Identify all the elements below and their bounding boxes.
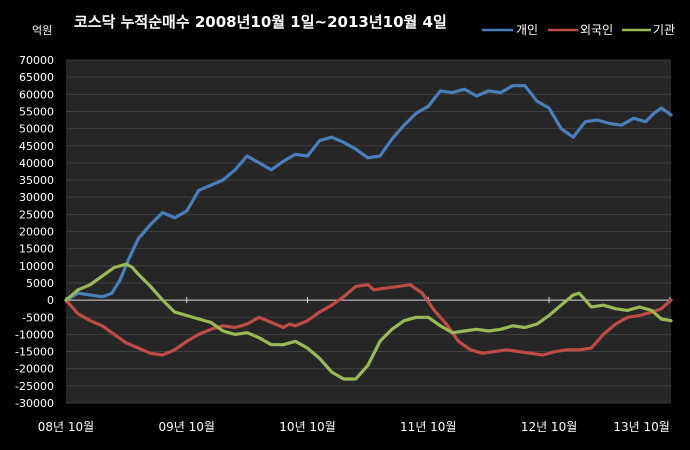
x-axis-ticks: 08년 10월 09년 10월 10년 10월 11년 10월 12년 10월 13년 1… [38,420,670,434]
series-line-foreign [64,283,673,357]
y-tick-label: 55000 [19,105,54,118]
y-tick-label: 45000 [19,140,54,153]
y-tick-label: 10000 [19,260,54,273]
y-tick-label: 70000 [19,54,54,67]
y-tick-label: 35000 [19,174,54,187]
y-tick-label: 65000 [19,71,54,84]
y-tick-label: 15000 [19,243,54,256]
y-tick-label: -5000 [22,311,54,324]
y-tick-label: 30000 [19,191,54,204]
gridlines [65,59,671,404]
y-tick-label: 0 [47,294,54,307]
legend: 개인 외국인 기관 [482,23,675,37]
chart-title: 코스닥 누적순매수 2008년10월 1일~2013년10월 4일 [74,13,447,31]
y-tick-label: 25000 [19,208,54,221]
series-lines [64,84,673,381]
y-axis-label: 억원 [32,24,52,37]
y-tick-label: -30000 [15,397,54,410]
series-line-individual [64,84,673,302]
legend-label-foreign: 외국인 [580,23,613,37]
legend-label-institution: 기관 [653,23,675,37]
y-tick-label: -15000 [15,346,54,359]
y-tick-label: -10000 [15,328,54,341]
legend-label-individual: 개인 [516,23,538,37]
y-tick-label: 20000 [19,226,54,239]
y-tick-label: 50000 [19,123,54,136]
series-line-institution [64,262,673,381]
x-tick-label: 13년 10월 [613,420,669,434]
y-tick-label: 5000 [26,277,54,290]
x-tick-label: 08년 10월 [38,420,94,434]
y-tick-label: 40000 [19,157,54,170]
y-tick-label: -20000 [15,363,54,376]
x-tick-label: 11년 10월 [400,420,456,434]
x-tick-label: 10년 10월 [279,420,335,434]
y-tick-label: 60000 [19,88,54,101]
y-tick-label: -25000 [15,380,54,393]
y-axis-ticks: -30000 -25000 -20000 -15000 -10000 -5000 0 5000… [15,54,54,410]
x-tick-label: 12년 10월 [521,420,577,434]
x-tick-label: 09년 10월 [159,420,215,434]
